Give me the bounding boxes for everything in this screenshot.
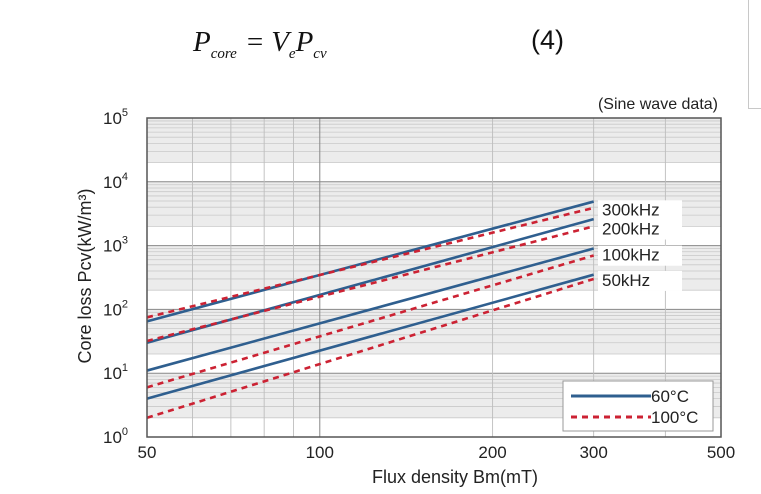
freq-label-bg-1 [598,219,682,240]
x-tick-label-0: 50 [138,443,157,462]
freq-label-3: 50kHz [602,271,650,290]
y-tick-label-2: 102 [103,298,128,319]
freq-label-bg-2 [598,245,682,266]
eq-lhs-sub: core [211,46,237,62]
x-tick-label-2: 200 [478,443,506,462]
eq-v-sub: e [289,46,296,62]
eq-lhs: P [192,26,211,58]
y-tick-label-5: 105 [103,107,128,128]
x-tick-label-3: 300 [579,443,607,462]
eq-equals: = [247,26,263,58]
series-line-2 [146,217,595,345]
y-tick-label-0: 100 [103,426,128,447]
series-line-5 [146,254,595,389]
legend-label-100c: 100°C [651,408,698,427]
right-panel-border [748,0,749,108]
eq-p-sub: cv [313,46,327,62]
freq-label-1: 200kHz [602,220,660,239]
series-line-6 [146,273,595,400]
grid-band [147,118,721,163]
equation-number: (4) [531,25,564,55]
eq-v: V [271,26,292,58]
x-tick-label-1: 100 [306,443,334,462]
legend-box [562,380,714,432]
y-tick-label-1: 101 [103,362,128,383]
eq-p: P [295,26,314,58]
series-line-0 [146,200,594,323]
series-line-7 [146,277,595,420]
x-axis-label: Flux density Bm(mT) [372,467,538,487]
y-tick-labels: 100 101 102 103 104 105 [103,107,128,447]
series-line-4 [146,247,595,372]
right-panel-border-bottom [748,108,761,109]
x-tick-labels: 50 100 200 300 500 [138,443,736,462]
freq-label-2: 100kHz [602,246,660,265]
y-tick-label-3: 103 [103,235,128,256]
freq-label-0: 300kHz [602,200,660,219]
freq-label-bg-0 [598,200,682,221]
freq-label-bg-3 [598,270,682,291]
y-tick-label-4: 104 [103,171,128,192]
x-tick-label-4: 500 [707,443,735,462]
chart-note: (Sine wave data) [598,96,718,113]
plot-frame [146,117,722,438]
legend-label-60c: 60°C [651,387,689,406]
equation: Pcore = VePcv [192,26,327,62]
legend: 60°C 100°C [562,380,714,432]
series-lines [146,200,595,420]
y-axis-label: Core loss Pcv(kW/m³) [75,189,95,364]
grid-lines [147,118,721,437]
